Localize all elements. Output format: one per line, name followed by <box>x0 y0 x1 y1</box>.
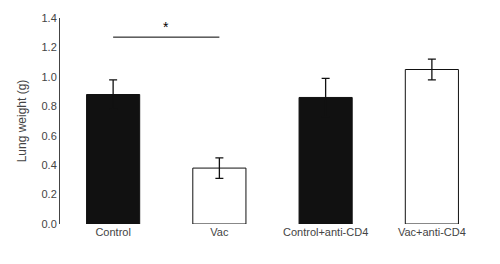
svg-text:0.0: 0.0 <box>42 218 57 230</box>
svg-text:Control: Control <box>95 226 130 238</box>
svg-text:0.2: 0.2 <box>42 188 57 200</box>
svg-text:0.6: 0.6 <box>42 130 57 142</box>
svg-text:Vac+anti-CD4: Vac+anti-CD4 <box>398 226 466 238</box>
svg-text:*: * <box>163 19 169 35</box>
svg-text:1.2: 1.2 <box>42 41 57 53</box>
svg-text:0.4: 0.4 <box>42 159 57 171</box>
svg-text:1.4: 1.4 <box>42 12 57 24</box>
svg-text:Control+anti-CD4: Control+anti-CD4 <box>283 226 368 238</box>
svg-text:Lung weight (g): Lung weight (g) <box>15 80 29 163</box>
svg-text:Vac: Vac <box>210 226 229 238</box>
svg-text:1.0: 1.0 <box>42 71 57 83</box>
svg-text:0.8: 0.8 <box>42 100 57 112</box>
